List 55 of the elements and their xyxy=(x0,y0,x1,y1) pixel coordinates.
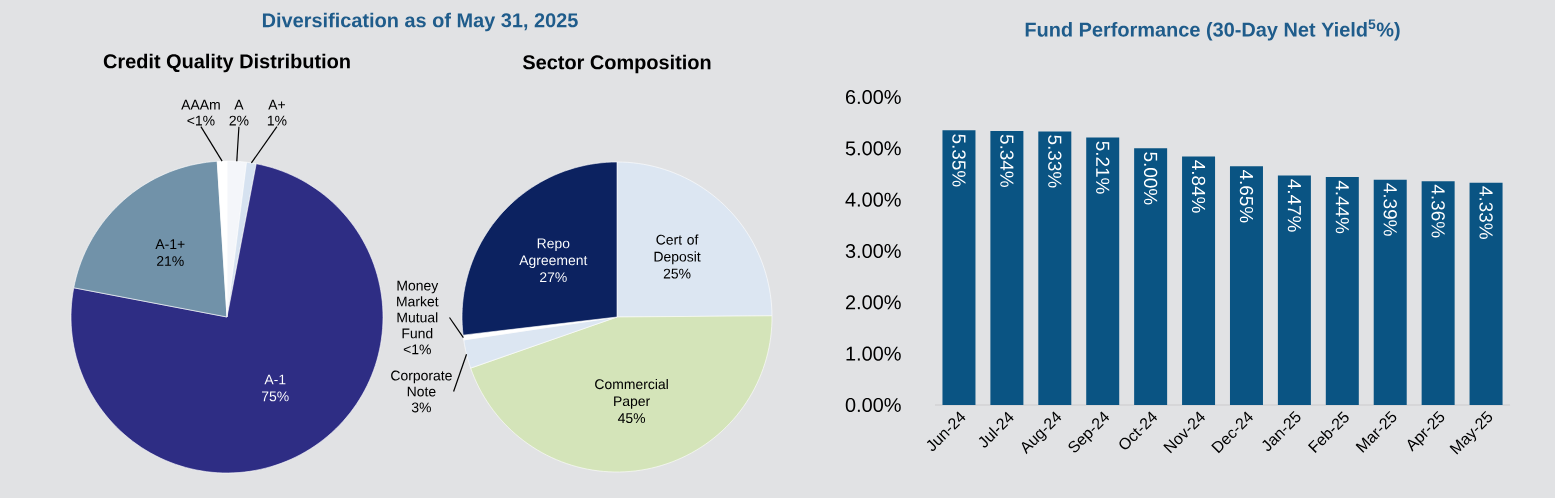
bar xyxy=(1134,148,1168,405)
slice-label: A-1 xyxy=(264,374,286,385)
data-label: 5.21% xyxy=(1096,141,1110,194)
bar xyxy=(1086,137,1120,405)
data-label: <1% xyxy=(403,344,431,355)
data-label: 5.33% xyxy=(1048,135,1062,188)
slice-label: Corporate Note xyxy=(391,370,452,397)
slice-label: Money Market Mutual Fund xyxy=(397,280,439,339)
y-tick-label: 4.00% xyxy=(845,192,901,207)
data-label: 5.34% xyxy=(1000,134,1014,188)
bar xyxy=(1182,156,1216,405)
bar xyxy=(1325,177,1359,405)
bar xyxy=(990,130,1024,405)
chart-title: Credit Quality Distribution xyxy=(103,53,350,73)
data-label: 4.39% xyxy=(1383,183,1397,236)
data-label: 25% xyxy=(663,268,691,279)
data-label: 5.35% xyxy=(952,134,966,187)
data-label: 45% xyxy=(617,413,646,424)
data-label: 4.47% xyxy=(1287,179,1301,232)
data-label: 1% xyxy=(267,115,287,126)
data-label: 5.00% xyxy=(1143,152,1158,205)
slice-label: Repo Agreement xyxy=(519,238,588,268)
data-label: 4.65% xyxy=(1239,169,1254,223)
slice-label: A xyxy=(234,99,244,110)
data-label: 2% xyxy=(229,115,249,126)
slice-label: Cert of Deposit xyxy=(654,234,701,265)
y-tick-label: 6.00% xyxy=(846,89,901,105)
data-label: <1% xyxy=(187,115,215,126)
data-label: 21% xyxy=(157,256,184,266)
slice-label: A+ xyxy=(268,99,285,110)
bar xyxy=(1469,182,1503,405)
data-label: 75% xyxy=(261,391,289,402)
y-tick-label: 5.00% xyxy=(845,141,901,156)
data-label: 4.44% xyxy=(1335,180,1349,234)
bar xyxy=(1229,166,1263,405)
text: Diversification as of May 31, 2025 xyxy=(262,12,578,32)
data-label: 3% xyxy=(411,402,431,413)
data-label: 4.33% xyxy=(1479,186,1493,239)
chart-title: Sector Composition xyxy=(522,54,711,74)
bar xyxy=(1373,179,1407,405)
data-label: 27% xyxy=(540,272,567,283)
bar xyxy=(1038,131,1072,405)
y-tick-label: 0.00% xyxy=(845,397,901,413)
chart-title: Fund Performance (30-Day Net Yield$^{5}$%) xyxy=(1025,19,1400,41)
bar xyxy=(1277,175,1311,405)
bar xyxy=(942,130,976,405)
y-tick-label: 3.00% xyxy=(845,243,901,259)
slice-label: Commercial Paper xyxy=(595,378,668,409)
slice-label: AAAm xyxy=(181,99,220,110)
data-label: 4.84% xyxy=(1191,160,1206,213)
bar xyxy=(1421,181,1455,405)
slice-label: A-1+ xyxy=(155,239,185,249)
y-tick-label: 1.00% xyxy=(846,346,901,361)
y-tick-label: 2.00% xyxy=(845,295,901,310)
data-label: 4.36% xyxy=(1431,184,1445,238)
